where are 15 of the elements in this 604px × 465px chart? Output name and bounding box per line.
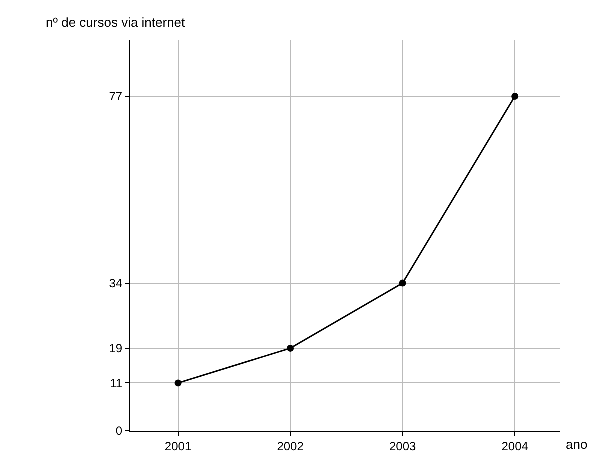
point [399,280,406,287]
x-tick-label: 2004 [502,439,529,454]
y-tick-label: 34 [109,276,123,290]
x-tick-label: 2003 [389,439,416,454]
y-axis-title: nº de cursos via internet [46,15,186,30]
y-tick-label: 11 [110,376,123,390]
point [512,92,519,100]
y-tick-label: 77 [109,90,123,104]
point [287,344,294,352]
point [174,380,182,387]
y-tick-label: 19 [109,342,123,356]
y-tick-label: 0 [116,424,123,438]
x-tick-label: 2001 [164,439,192,454]
x-axis-title: ano [566,437,588,452]
x-tick-label: 2002 [277,439,304,454]
